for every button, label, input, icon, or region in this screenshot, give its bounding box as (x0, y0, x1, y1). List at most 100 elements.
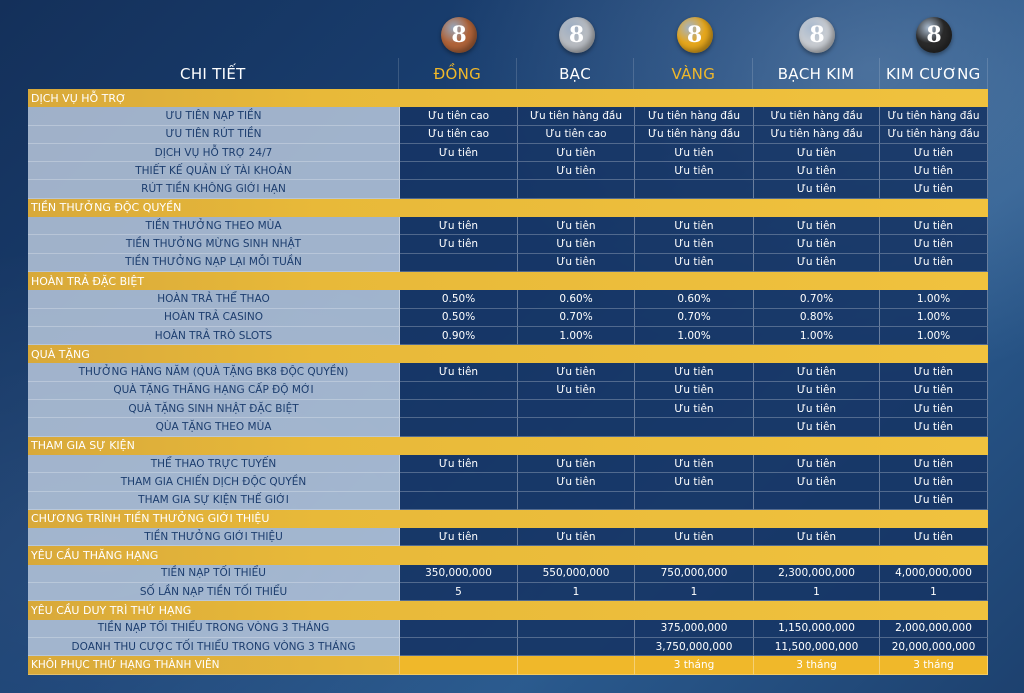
benefit-value (518, 400, 635, 419)
benefit-value: Ưu tiên (518, 528, 635, 547)
benefit-value: Ưu tiên (635, 454, 754, 474)
section-title: YÊU CẦU THĂNG HẠNG (31, 549, 159, 563)
table-row: ƯU TIÊN NẠP TIỀN Ưu tiên cao Ưu tiên hàng … (28, 107, 988, 126)
benefit-value: Ưu tiên (518, 143, 635, 163)
benefit-value (635, 491, 754, 510)
benefit-name: SỐ LẦN NẠP TIỀN TỐI THIỂU (28, 583, 400, 602)
benefit-value: 4,000,000,000 (880, 564, 988, 584)
benefit-name: THỂ THAO TRỰC TUYẾN (28, 454, 400, 474)
benefit-value (400, 637, 518, 657)
table-row: TIỀN NẠP TỐI THIỂU 350,000,000 550,000,000… (28, 564, 988, 584)
benefit-value: 1 (880, 583, 988, 602)
benefit-value (518, 418, 635, 437)
benefit-value: Ưu tiên cao (400, 125, 518, 144)
benefit-value: Ưu tiên (400, 454, 518, 474)
medal-bronze-icon: 8 (441, 17, 477, 53)
benefit-value: Ưu tiên (518, 253, 635, 272)
benefit-name: TIỀN THƯỞNG THEO MÙA (28, 217, 400, 236)
benefit-value: Ưu tiên (635, 217, 754, 236)
header-tier-gold: VÀNG (634, 58, 754, 90)
benefit-value: 1 (754, 583, 880, 602)
benefit-value: Ưu tiên (518, 473, 635, 492)
benefit-value: Ưu tiên (754, 400, 880, 419)
benefit-value: Ưu tiên (635, 400, 754, 419)
benefit-value: Ưu tiên (518, 363, 635, 382)
benefit-value: Ưu tiên (880, 180, 988, 199)
benefit-value: Ưu tiên (754, 381, 880, 401)
medal-gold: 8 (635, 10, 754, 60)
benefit-name: TIỀN THƯỞNG MỪNG SINH NHẬT (28, 235, 400, 254)
benefit-value: 1,150,000,000 (754, 619, 880, 638)
benefit-value: Ưu tiên (518, 162, 635, 181)
benefit-value: Ưu tiên hàng đầu (880, 125, 988, 144)
benefit-value: Ưu tiên (754, 235, 880, 254)
section-title: DỊCH VỤ HỖ TRỢ (31, 91, 127, 105)
benefit-name: QÙA TẶNG THEO MÙA (28, 418, 400, 437)
benefit-value: 2,000,000,000 (880, 619, 988, 638)
benefit-name: RÚT TIỀN KHÔNG GIỚI HẠN (28, 180, 400, 199)
benefit-name: TIỀN THƯỞNG GIỚI THIỆU (28, 528, 400, 547)
benefit-value (400, 400, 518, 419)
benefit-name: ƯU TIÊN NẠP TIỀN (28, 107, 400, 126)
table-row: TIỀN NẠP TỐI THIỂU TRONG VÒNG 3 THÁNG 375… (28, 619, 988, 638)
benefit-value: 20,000,000,000 (880, 637, 988, 657)
medal-silver: 8 (518, 10, 635, 60)
header-tier-platinum: BẠCH KIM (753, 58, 880, 90)
footer-row-value: 3 tháng (880, 656, 988, 675)
table-row: ƯU TIÊN RÚT TIỀN Ưu tiên cao Ưu tiên cao Ưu… (28, 125, 988, 144)
table-row: THIẾT KẾ QUẢN LÝ TÀI KHOẢN Ưu tiên Ưu tiên… (28, 162, 988, 181)
footer-row-value: 3 tháng (635, 656, 754, 675)
tier-medals: 8 8 8 8 8 (28, 10, 988, 60)
benefit-name: HOÀN TRẢ CASINO (28, 308, 400, 327)
benefit-value: 0.80% (754, 308, 880, 327)
benefit-name: DOANH THU CƯỢC TỐI THIỂU TRONG VÒNG 3 TH… (28, 637, 400, 657)
benefit-value: 750,000,000 (635, 564, 754, 584)
benefit-value (400, 180, 518, 199)
benefit-value: Ưu tiên (754, 418, 880, 437)
benefit-value: Ưu tiên (754, 363, 880, 382)
section-header: QUÀ TẶNG (28, 345, 988, 364)
benefit-name: TIỀN NẠP TỐI THIỂU (28, 564, 400, 584)
benefit-value: Ưu tiên cao (400, 107, 518, 126)
benefit-value: 2,300,000,000 (754, 564, 880, 584)
benefit-value: 1.00% (880, 308, 988, 327)
benefit-value: 1.00% (880, 326, 988, 346)
benefit-value: 550,000,000 (518, 564, 635, 584)
benefit-value: Ưu tiên (880, 235, 988, 254)
section-title: TIỀN THƯỞNG ĐỘC QUYỀN (31, 201, 182, 215)
benefit-value: 1.00% (518, 326, 635, 346)
benefit-name: ƯU TIÊN RÚT TIỀN (28, 125, 400, 144)
benefit-value: Ưu tiên (880, 162, 988, 181)
benefit-value: Ưu tiên (754, 143, 880, 163)
benefit-value: Ưu tiên (400, 217, 518, 236)
benefit-value: 350,000,000 (400, 564, 518, 584)
benefit-value: Ưu tiên (880, 473, 988, 492)
medal-diamond-icon: 8 (916, 17, 952, 53)
benefit-value: Ưu tiên (635, 528, 754, 547)
benefit-value (635, 180, 754, 199)
section-header: TIỀN THƯỞNG ĐỘC QUYỀN (28, 198, 988, 218)
table-row: QÙA TẶNG THEO MÙA Ưu tiên Ưu tiên (28, 418, 988, 437)
benefit-value: Ưu tiên (635, 162, 754, 181)
header-detail: CHI TIẾT (28, 58, 399, 90)
table-row: QUÀ TẶNG SINH NHẬT ĐẶC BIỆT Ưu tiên Ưu tiê… (28, 400, 988, 419)
table-row: TIỀN THƯỞNG GIỚI THIỆU Ưu tiên Ưu tiên Ưu t… (28, 528, 988, 547)
benefit-value: Ưu tiên (754, 162, 880, 181)
table-row: DOANH THU CƯỢC TỐI THIỂU TRONG VÒNG 3 TH… (28, 637, 988, 657)
table-row: TIỀN THƯỞNG THEO MÙA Ưu tiên Ưu tiên Ưu tiê… (28, 217, 988, 236)
section-title: CHƯƠNG TRÌNH TIỀN THƯỞNG GIỚI THIỆU (31, 512, 270, 526)
benefit-value (400, 473, 518, 492)
benefit-value: Ưu tiên (754, 473, 880, 492)
benefit-value: Ưu tiên (880, 528, 988, 547)
section-header: THAM GIA SỰ KIỆN (28, 436, 988, 455)
benefit-value: Ưu tiên (754, 528, 880, 547)
benefit-value: Ưu tiên (400, 143, 518, 163)
section-title: HOÀN TRẢ ĐẶC BIỆT (31, 274, 145, 288)
benefit-value: Ưu tiên hàng đầu (518, 107, 635, 126)
benefit-value (400, 253, 518, 272)
benefit-value: 0.50% (400, 290, 518, 309)
benefit-value (400, 381, 518, 401)
benefit-value: 0.70% (635, 308, 754, 327)
benefit-name: THƯỞNG HÀNG NĂM (QUÀ TẶNG BK8 ĐỘC QUYỀN) (28, 363, 400, 382)
benefit-value: Ưu tiên (880, 363, 988, 382)
